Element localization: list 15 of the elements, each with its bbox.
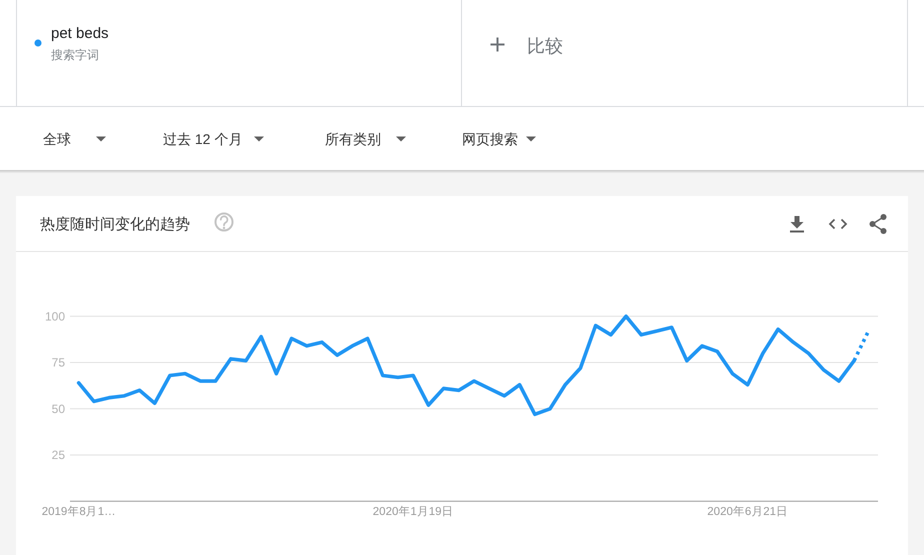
- y-tick-label: 75: [52, 356, 66, 370]
- legend-label: pet beds: [51, 25, 109, 42]
- text: 网页搜索: [462, 131, 518, 147]
- text: 全球: [43, 131, 71, 147]
- x-tick-label: 2020年1月19日: [372, 505, 454, 518]
- text: 比较: [527, 36, 563, 56]
- x-tick-label: 2019年8月1…: [42, 505, 116, 518]
- text: 所有类别: [325, 131, 381, 147]
- y-tick-label: 50: [52, 402, 66, 416]
- chart-title: 热度随时间变化的趋势: [40, 216, 190, 233]
- y-tick-label: 100: [44, 309, 66, 324]
- x-tick-label: 2020年6月21日: [707, 505, 788, 518]
- text: 过去 12 个月: [163, 131, 242, 147]
- y-tick-label: 25: [52, 448, 66, 462]
- text: 搜索字词: [51, 48, 99, 62]
